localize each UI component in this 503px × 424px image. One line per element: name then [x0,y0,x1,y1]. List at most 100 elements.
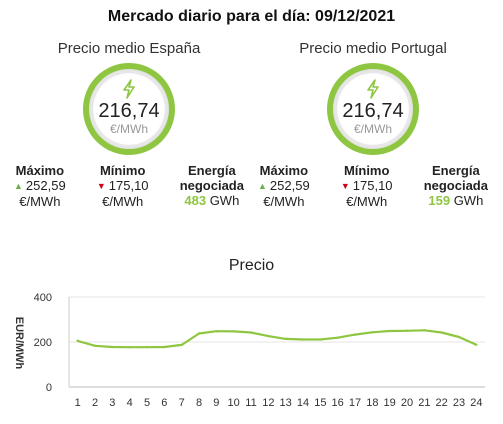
price-series-line [77,329,477,349]
energy-value: 483 [184,193,207,208]
spain-panel: Precio medio España 216,74 €/MWh Máximo … [14,40,244,210]
energy-unit: GWh [453,193,484,208]
portugal-energy-stat: Energía negociada 159 GWh [424,163,488,210]
price-point[interactable] [267,334,270,338]
price-point[interactable] [197,332,201,335]
chart-title: Precio [228,257,275,274]
price-point[interactable] [423,329,426,332]
y-tick-label: 400 [34,292,52,304]
min-label: Mínimo [343,163,390,178]
y-tick-label: 200 [34,337,52,349]
x-tick-label: 11 [245,397,256,409]
x-tick-label: 18 [366,397,378,409]
energy-label-1: Energía [187,163,236,178]
x-tick-label: 12 [262,397,274,409]
price-point[interactable] [180,343,183,347]
x-tick-label: 20 [401,397,413,409]
spain-heading: Precio medio España [57,40,201,57]
lightning-icon [123,78,135,99]
x-tick-label: 21 [418,397,430,409]
portugal-min-stat: Mínimo ▼ 175,10 €/MWh [341,163,393,210]
min-unit: €/MWh [102,194,144,209]
min-value: 175,10 [108,178,149,193]
x-tick-labels: 1 2 3 4 5 6 7 8 9 10 11 12 13 14 15 16 17 18 19 20 21 22 23 24 [75,397,483,409]
max-value: 252,59 [269,178,310,193]
spain-price-unit: €/MWh [109,121,148,136]
x-tick-label: 10 [228,397,240,409]
min-value: 175,10 [352,178,393,193]
energy-label-2: negociada [423,178,488,193]
price-point[interactable] [111,345,114,349]
x-tick-label: 16 [332,397,344,409]
max-label: Máximo [15,163,65,178]
x-tick-label: 3 [109,397,115,409]
max-unit: €/MWh [19,194,61,209]
price-point[interactable] [145,345,149,349]
spain-energy-stat: Energía negociada 483 GWh [180,163,244,210]
energy-unit: GWh [209,193,240,208]
up-triangle-icon: ▲ [14,181,23,191]
x-tick-label: 13 [280,397,292,409]
y-axis-label: EUR/MWh [13,317,25,370]
energy-value: 159 [428,193,451,208]
x-tick-label: 1 [75,397,81,409]
x-tick-label: 2 [92,397,98,409]
price-point[interactable] [215,330,218,333]
lightning-icon [367,78,379,99]
x-tick-label: 8 [196,397,202,409]
spain-price-ring: 216,74 €/MWh [83,63,175,155]
max-unit: €/MWh [263,194,305,209]
y-tick-labels: 0 200 400 [34,292,52,394]
energy-label-2: negociada [179,178,244,193]
up-triangle-icon: ▲ [258,181,267,191]
x-tick-label: 9 [213,397,219,409]
x-tick-label: 5 [144,397,150,409]
price-point[interactable] [284,337,287,341]
price-point[interactable] [336,336,339,339]
price-point[interactable] [319,338,322,341]
market-title: Mercado diario para el día: 09/12/2021 [107,8,396,25]
min-unit: €/MWh [346,194,388,209]
price-point[interactable] [232,330,235,333]
x-tick-label: 4 [127,397,133,409]
down-triangle-icon: ▼ [96,181,106,191]
x-tick-label: 7 [179,397,185,409]
portugal-max-stat: Máximo ▲ 252,59 €/MWh [258,163,310,210]
x-tick-label: 14 [297,397,309,409]
price-point[interactable] [249,331,253,334]
portugal-average-price: 216,74 [342,99,404,122]
series-layer [76,329,478,349]
price-point[interactable] [93,344,97,348]
x-tick-label: 22 [436,397,448,409]
x-tick-label: 15 [314,397,326,409]
spain-min-stat: Mínimo ▼ 175,10 €/MWh [97,163,149,210]
spain-average-price: 216,74 [98,99,160,122]
price-point[interactable] [475,343,478,346]
max-label: Máximo [259,163,309,178]
price-point[interactable] [388,329,391,333]
price-point[interactable] [301,338,305,341]
price-point[interactable] [163,345,166,349]
portugal-price-ring: 216,74 €/MWh [327,63,419,155]
max-value: 252,59 [25,178,66,193]
down-triangle-icon: ▼ [340,181,350,191]
x-tick-label: 24 [470,397,482,409]
energy-label-1: Energía [431,163,480,178]
price-point[interactable] [353,333,357,336]
portugal-price-unit: €/MWh [353,121,392,136]
price-point[interactable] [76,339,79,343]
price-point[interactable] [457,335,461,339]
x-tick-label: 23 [453,397,465,409]
price-point[interactable] [128,345,131,349]
grid-layer [68,296,485,388]
portugal-heading: Precio medio Portugal [299,40,447,57]
min-label: Mínimo [99,163,146,178]
x-tick-label: 17 [349,397,361,409]
x-tick-label: 19 [384,397,396,409]
portugal-panel: Precio medio Portugal 216,74 €/MWh Máxim… [258,40,488,210]
price-point[interactable] [371,331,374,334]
price-point[interactable] [440,331,443,334]
price-point[interactable] [405,329,409,332]
y-tick-label: 0 [46,382,52,394]
